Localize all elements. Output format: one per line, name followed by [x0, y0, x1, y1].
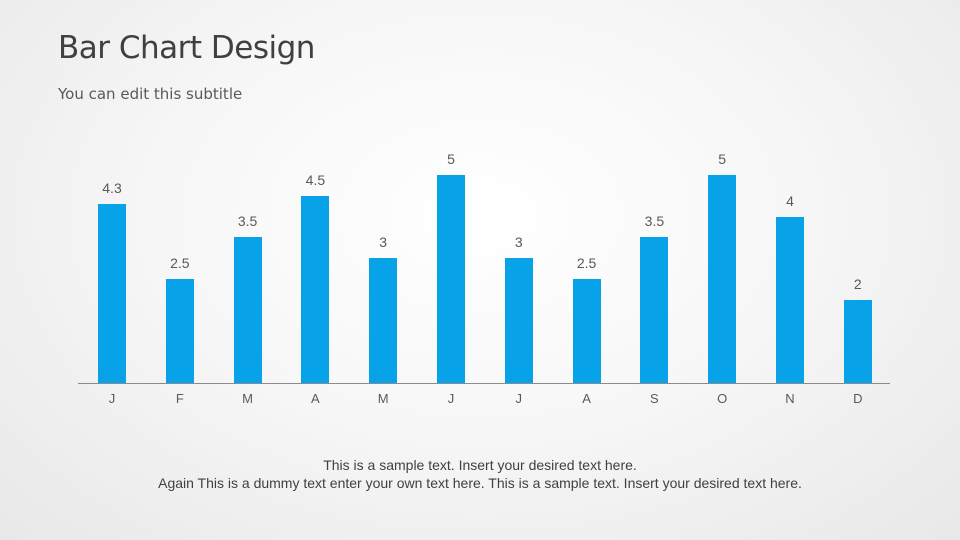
- x-axis-line: [78, 383, 890, 384]
- bar: [504, 258, 533, 383]
- bar-value-label: 3.5: [644, 213, 665, 230]
- x-axis-tick-label: D: [853, 391, 863, 406]
- bar-value-label: 5: [447, 151, 455, 167]
- x-axis-tick-label: M: [242, 391, 254, 406]
- bar: [369, 258, 398, 383]
- bar-value-label: 2: [853, 275, 862, 292]
- x-axis-tick-label: J: [447, 391, 455, 406]
- bar-value-label: 4.3: [102, 180, 122, 197]
- bar: [301, 195, 330, 383]
- x-axis-tick-label: N: [785, 391, 795, 406]
- bar-value-label: 5: [718, 151, 727, 167]
- bar: [843, 299, 872, 383]
- x-axis-tick-label: A: [311, 391, 320, 406]
- slide-title: Bar Chart Design: [58, 30, 315, 66]
- bar: [233, 237, 262, 383]
- bar-value-label: 2.5: [576, 255, 597, 271]
- bar: [572, 279, 601, 383]
- bar-value-label: 4.5: [305, 171, 326, 188]
- bar: [98, 204, 126, 383]
- bar-value-label: 4: [786, 192, 794, 209]
- bar: [165, 279, 194, 383]
- bar: [708, 175, 737, 383]
- bar: [776, 216, 804, 383]
- x-axis-tick-label: A: [582, 391, 591, 406]
- x-axis-tick-label: J: [108, 391, 116, 406]
- bar-value-label: 3: [514, 234, 523, 251]
- x-axis-tick-label: M: [377, 391, 389, 406]
- bar-value-label: 3: [379, 234, 388, 251]
- bar: [640, 237, 669, 383]
- slide-subtitle: You can edit this subtitle: [58, 85, 243, 103]
- bar-value-label: 2.5: [170, 255, 190, 271]
- bar-value-label: 3.5: [237, 213, 258, 230]
- footer-text-line-1: This is a sample text. Insert your desir…: [323, 457, 637, 473]
- x-axis-tick-label: J: [515, 391, 523, 406]
- x-axis-tick-label: O: [717, 391, 728, 406]
- x-axis-tick-label: S: [650, 391, 659, 406]
- footer-text-line-2: Again This is a dummy text enter your ow…: [158, 475, 802, 491]
- x-axis-tick-label: F: [175, 391, 184, 406]
- bar: [437, 175, 465, 383]
